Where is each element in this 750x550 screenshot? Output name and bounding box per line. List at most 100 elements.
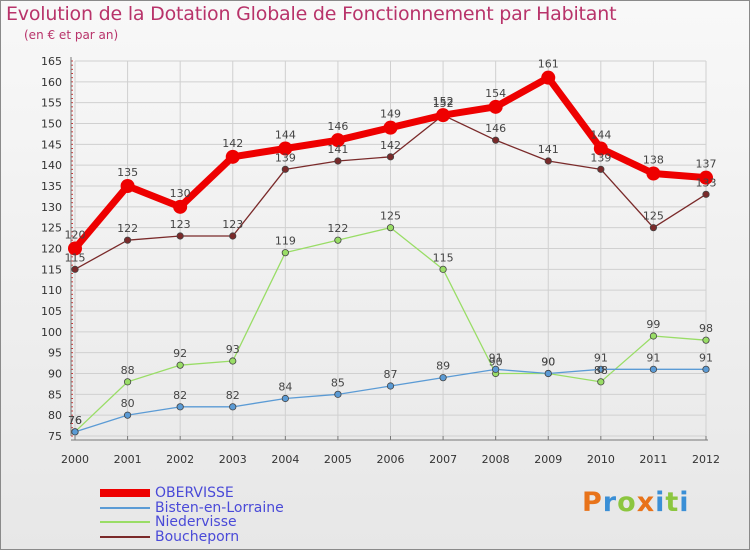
data-label: 139	[590, 151, 611, 164]
data-label: 135	[117, 166, 138, 179]
data-label: 80	[121, 397, 135, 410]
data-label: 89	[436, 360, 450, 373]
data-point	[229, 232, 237, 240]
y-tick-label: 100	[41, 326, 62, 339]
data-label: 91	[594, 351, 608, 364]
data-label: 154	[485, 87, 506, 100]
data-label: 90	[541, 356, 555, 369]
y-tick-label: 125	[41, 222, 62, 235]
data-point	[176, 232, 184, 240]
data-label: 120	[65, 229, 86, 242]
data-label: 144	[590, 129, 611, 142]
data-label: 138	[643, 154, 664, 167]
data-point	[68, 241, 82, 256]
legend-item: Boucheporn	[100, 529, 284, 545]
data-point	[229, 357, 237, 365]
data-label: 92	[173, 347, 187, 360]
data-label: 152	[433, 97, 454, 110]
data-point	[334, 236, 342, 244]
data-point	[649, 224, 658, 232]
y-tick-label: 80	[48, 409, 62, 422]
data-point	[123, 236, 132, 244]
data-label: 98	[699, 322, 713, 335]
x-tick-label: 2009	[534, 453, 562, 466]
data-label: 82	[226, 389, 240, 402]
legend-swatch	[100, 506, 150, 509]
legend-item: Niedervisse	[100, 515, 284, 530]
data-point	[646, 166, 661, 181]
logo-letter: x	[636, 487, 656, 518]
data-point	[597, 165, 605, 173]
data-point	[492, 136, 500, 144]
data-point	[176, 361, 184, 369]
chart-legend: OBERVISSE Bisten-en-Lorraine Niedervisse Bo…	[100, 486, 284, 544]
x-tick-label: 2008	[482, 453, 510, 466]
data-label: 93	[226, 343, 240, 356]
data-label: 125	[643, 210, 664, 223]
y-tick-label: 150	[41, 118, 62, 131]
data-point	[436, 108, 451, 123]
data-label: 146	[327, 120, 348, 133]
legend-swatch	[100, 489, 150, 498]
data-point	[386, 153, 395, 161]
data-point	[176, 403, 184, 411]
data-point	[386, 382, 395, 390]
data-point	[123, 411, 132, 419]
data-point	[702, 365, 710, 373]
data-label: 88	[121, 364, 135, 377]
data-label: 123	[222, 218, 243, 231]
data-label: 142	[380, 139, 401, 152]
data-label: 76	[68, 414, 82, 427]
data-label: 76	[68, 414, 82, 427]
y-tick-label: 75	[48, 430, 62, 443]
data-point	[281, 394, 289, 403]
data-point	[71, 265, 79, 273]
data-label: 115	[65, 251, 86, 264]
data-point	[597, 378, 605, 386]
data-point	[544, 369, 552, 378]
data-point	[278, 141, 293, 156]
y-tick-label: 130	[41, 201, 62, 214]
data-label: 88	[594, 364, 608, 377]
data-point	[699, 170, 713, 185]
data-label: 122	[117, 222, 138, 235]
chart-title: Evolution de la Dotation Globale de Fonc…	[6, 3, 617, 25]
data-label: 142	[222, 137, 243, 150]
y-tick-label: 145	[41, 138, 62, 151]
series	[68, 70, 713, 436]
data-point	[225, 149, 240, 164]
data-label: 87	[384, 368, 398, 381]
data-label: 137	[696, 158, 717, 171]
data-point	[120, 179, 135, 193]
data-point	[173, 199, 188, 214]
data-label: 133	[696, 176, 717, 189]
data-labels: 115 122 123 123 139 141 142 152 146 141 139 125 133 7…	[65, 58, 717, 427]
data-point	[649, 332, 658, 340]
data-point	[488, 99, 503, 114]
x-tick-label: 2012	[692, 453, 720, 466]
data-label: 122	[327, 222, 348, 235]
data-label: 141	[538, 143, 559, 156]
data-point	[229, 403, 237, 411]
y-tick-label: 105	[41, 305, 62, 318]
y-tick-label: 115	[41, 263, 62, 276]
legend-swatch	[100, 535, 150, 538]
data-point	[702, 336, 710, 344]
data-point	[439, 265, 447, 273]
y-tick-label: 120	[41, 243, 62, 256]
logo-letter: t	[665, 487, 680, 518]
y-tick-label: 160	[41, 76, 62, 89]
y-tick-label: 90	[48, 368, 62, 381]
x-tick-label: 2000	[61, 453, 89, 466]
data-point	[541, 70, 556, 85]
data-label: 130	[170, 187, 191, 200]
data-label: 90	[489, 356, 503, 369]
x-tick-label: 2011	[639, 453, 667, 466]
data-point	[439, 374, 447, 382]
x-tick-label: 2002	[166, 453, 194, 466]
y-tick-label: 95	[48, 347, 62, 360]
data-point	[649, 365, 658, 373]
data-point	[597, 365, 605, 373]
